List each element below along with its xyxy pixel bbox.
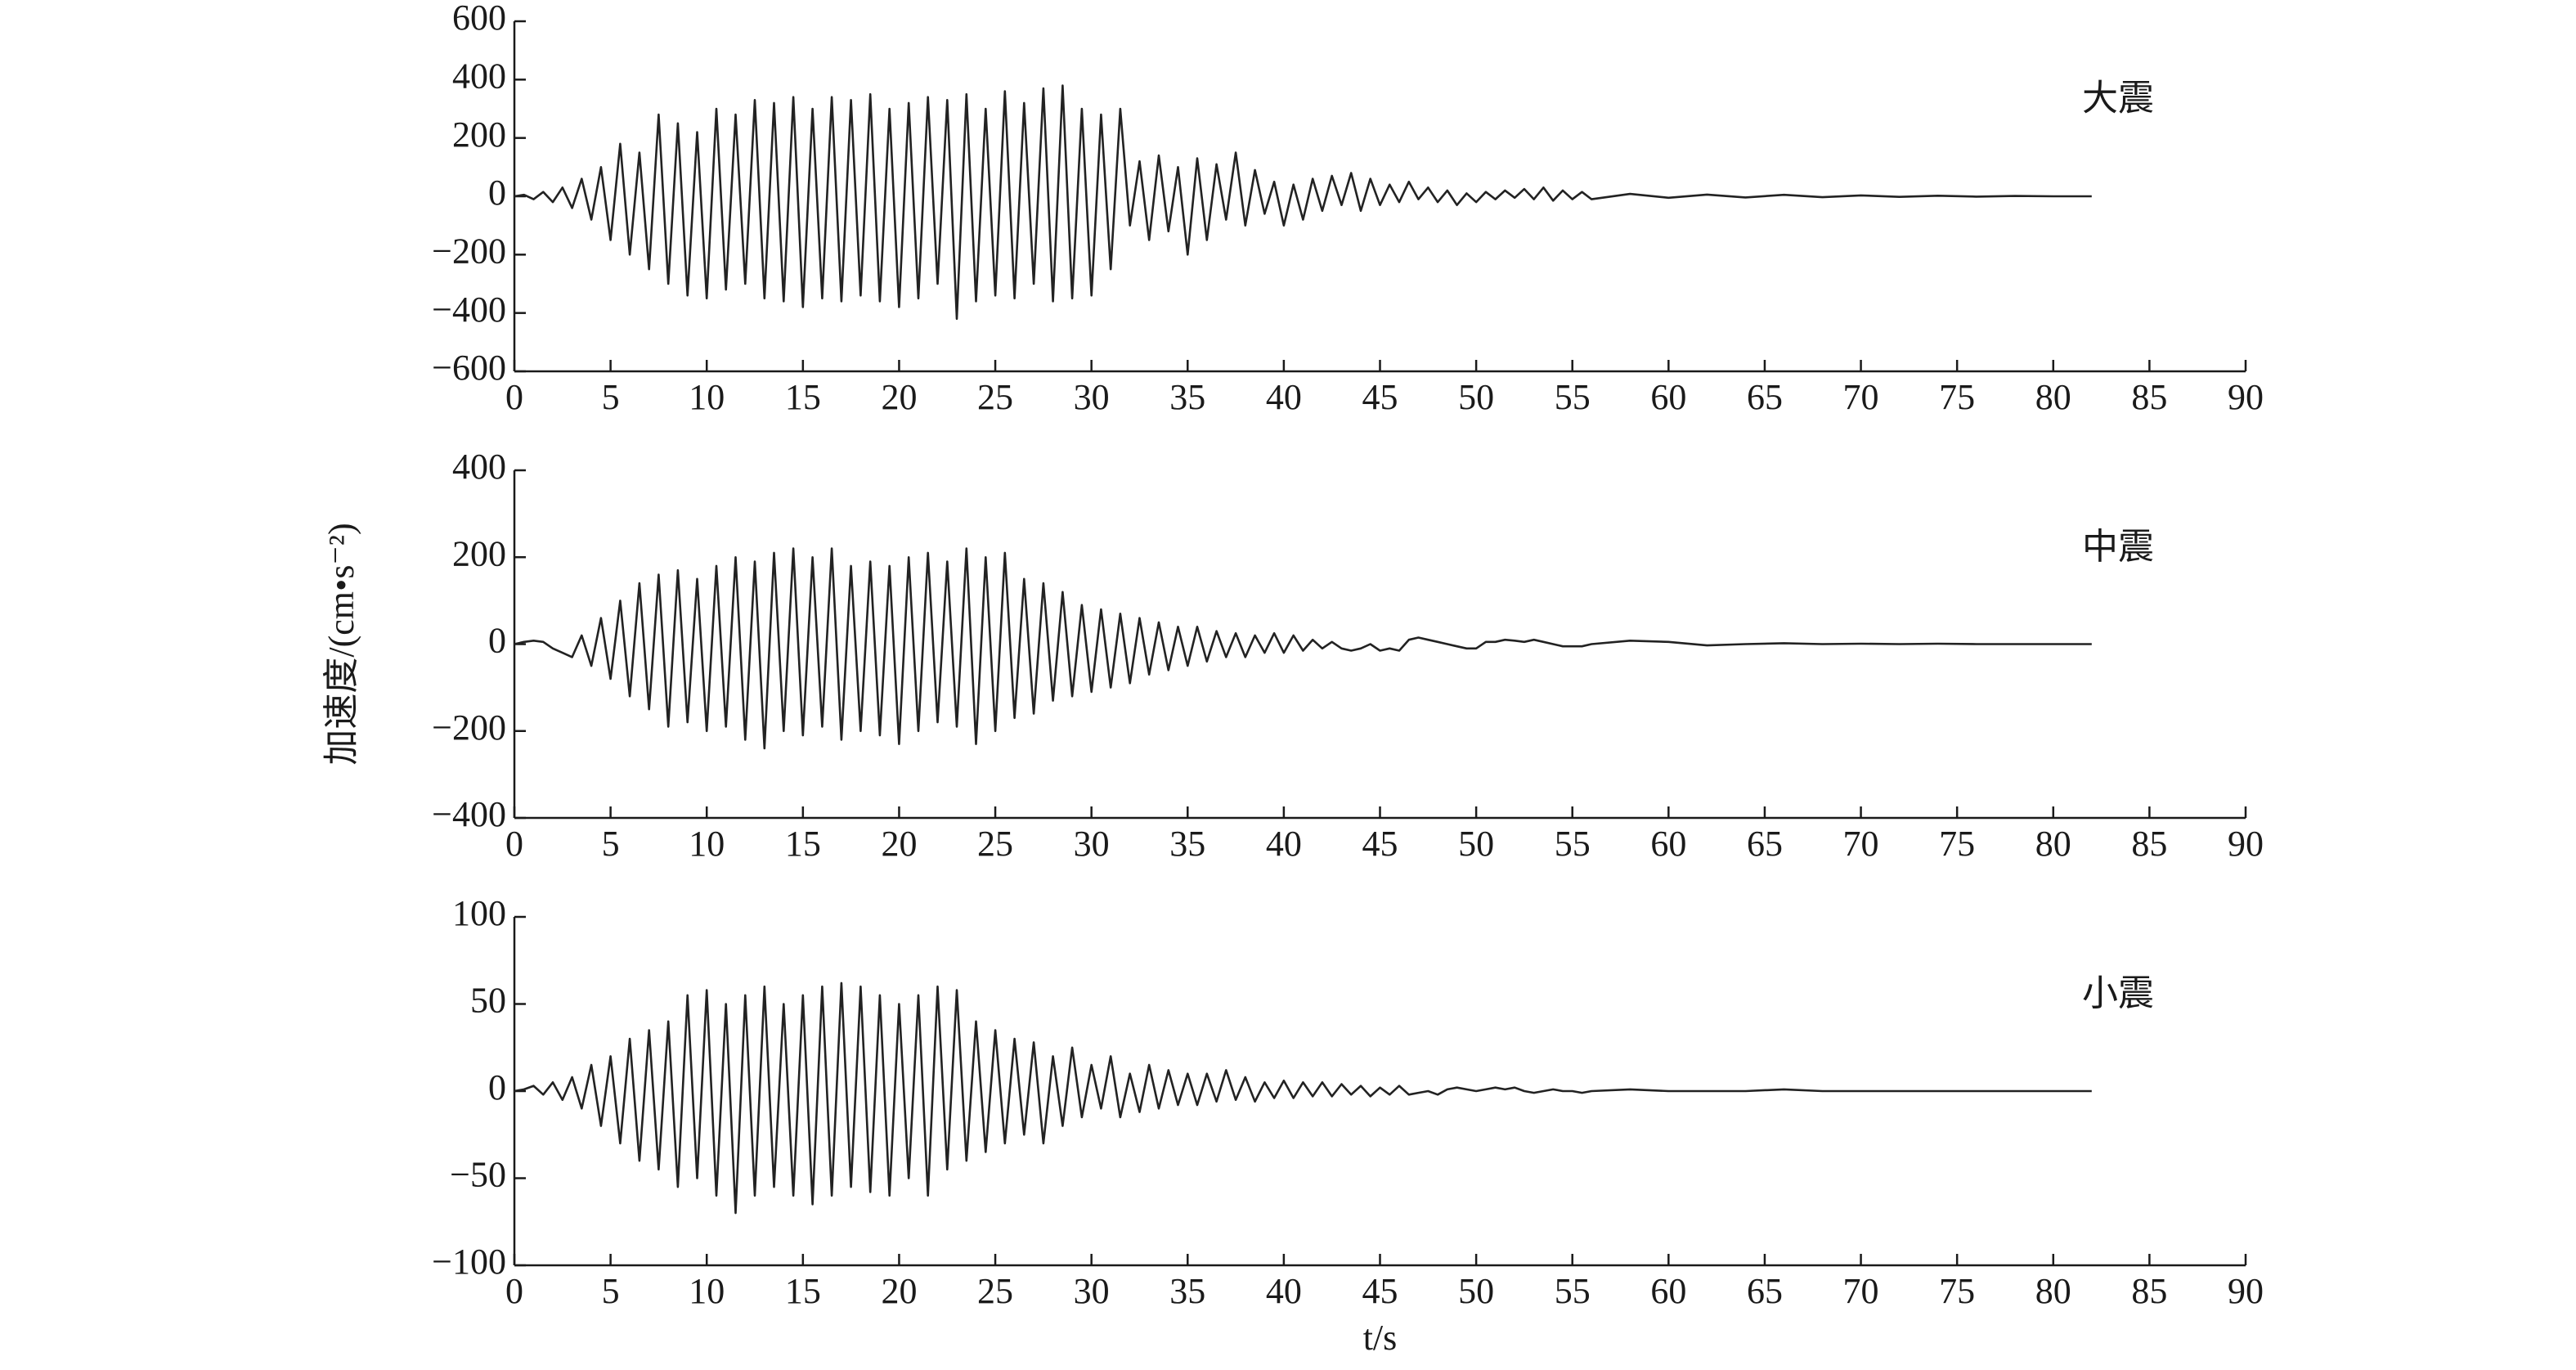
y-tick-label: 200: [452, 533, 506, 573]
x-tick-label: 70: [1843, 377, 1879, 417]
x-tick-label: 20: [881, 1271, 917, 1311]
x-tick-label: 0: [505, 1271, 523, 1311]
x-tick-label: 70: [1843, 824, 1879, 864]
x-tick-label: 60: [1650, 377, 1686, 417]
x-tick-label: 55: [1555, 1271, 1591, 1311]
x-tick-label: 55: [1555, 377, 1591, 417]
x-tick-label: 90: [2228, 377, 2264, 417]
x-tick-label: 80: [2035, 1271, 2071, 1311]
x-tick-label: 45: [1362, 377, 1398, 417]
x-tick-label: 85: [2131, 377, 2167, 417]
waveform: [514, 84, 2092, 321]
x-tick-label: 50: [1458, 377, 1494, 417]
x-tick-label: 10: [689, 377, 725, 417]
x-tick-label: 45: [1362, 1271, 1398, 1311]
x-tick-label: 80: [2035, 377, 2071, 417]
y-tick-label: −400: [432, 290, 506, 330]
x-tick-label: 5: [602, 1271, 620, 1311]
x-tick-label: 40: [1266, 1271, 1302, 1311]
x-tick-label: 60: [1650, 1271, 1686, 1311]
x-tick-label: 90: [2228, 824, 2264, 864]
x-tick-label: 75: [1939, 824, 1975, 864]
y-tick-label: 600: [452, 0, 506, 38]
x-tick-label: 5: [602, 377, 620, 417]
x-tick-label: 20: [881, 824, 917, 864]
y-tick-label: 400: [452, 56, 506, 96]
y-tick-label: −50: [450, 1155, 506, 1195]
y-axis-label: 加速度/(cm•s⁻²): [321, 523, 361, 765]
x-tick-label: 25: [977, 377, 1013, 417]
x-tick-label: 15: [785, 1271, 821, 1311]
y-tick-label: −200: [432, 231, 506, 271]
x-tick-label: 65: [1747, 824, 1783, 864]
waveform: [514, 547, 2092, 750]
x-tick-label: 40: [1266, 824, 1302, 864]
x-tick-label: 80: [2035, 824, 2071, 864]
x-tick-label: 30: [1074, 377, 1110, 417]
x-axis-label: t/s: [1363, 1318, 1398, 1358]
x-tick-label: 35: [1169, 1271, 1205, 1311]
x-tick-label: 90: [2228, 1271, 2264, 1311]
y-tick-label: 400: [452, 447, 506, 487]
y-tick-label: 0: [488, 1067, 506, 1107]
y-tick-label: −200: [432, 707, 506, 748]
x-tick-label: 20: [881, 377, 917, 417]
panel-label: 大震: [2082, 79, 2154, 119]
x-tick-label: 30: [1074, 824, 1110, 864]
x-tick-label: 25: [977, 1271, 1013, 1311]
x-tick-label: 85: [2131, 1271, 2167, 1311]
y-tick-label: 0: [488, 173, 506, 213]
x-tick-label: 15: [785, 377, 821, 417]
x-tick-label: 35: [1169, 824, 1205, 864]
x-tick-label: 40: [1266, 377, 1302, 417]
y-tick-label: 0: [488, 621, 506, 661]
panel-label: 中震: [2082, 527, 2154, 567]
x-tick-label: 15: [785, 824, 821, 864]
x-tick-label: 10: [689, 824, 725, 864]
y-tick-label: 200: [452, 115, 506, 155]
x-tick-label: 65: [1747, 377, 1783, 417]
y-tick-label: 100: [452, 893, 506, 933]
x-tick-label: 50: [1458, 1271, 1494, 1311]
waveform: [514, 981, 2092, 1215]
x-tick-label: 85: [2131, 824, 2167, 864]
x-tick-label: 70: [1843, 1271, 1879, 1311]
x-tick-label: 55: [1555, 824, 1591, 864]
x-tick-label: 30: [1074, 1271, 1110, 1311]
x-tick-label: 65: [1747, 1271, 1783, 1311]
x-tick-label: 60: [1650, 824, 1686, 864]
x-tick-label: 45: [1362, 824, 1398, 864]
y-tick-label: −600: [432, 348, 506, 388]
y-tick-label: −100: [432, 1242, 506, 1282]
panel-label: 小震: [2082, 973, 2154, 1013]
x-tick-label: 75: [1939, 377, 1975, 417]
x-tick-label: 50: [1458, 824, 1494, 864]
x-tick-label: 25: [977, 824, 1013, 864]
x-tick-label: 10: [689, 1271, 725, 1311]
x-tick-label: 0: [505, 377, 523, 417]
x-tick-label: 75: [1939, 1271, 1975, 1311]
y-tick-label: −400: [432, 794, 506, 834]
x-tick-label: 0: [505, 824, 523, 864]
x-tick-label: 35: [1169, 377, 1205, 417]
y-tick-label: 50: [470, 981, 506, 1021]
x-tick-label: 5: [602, 824, 620, 864]
